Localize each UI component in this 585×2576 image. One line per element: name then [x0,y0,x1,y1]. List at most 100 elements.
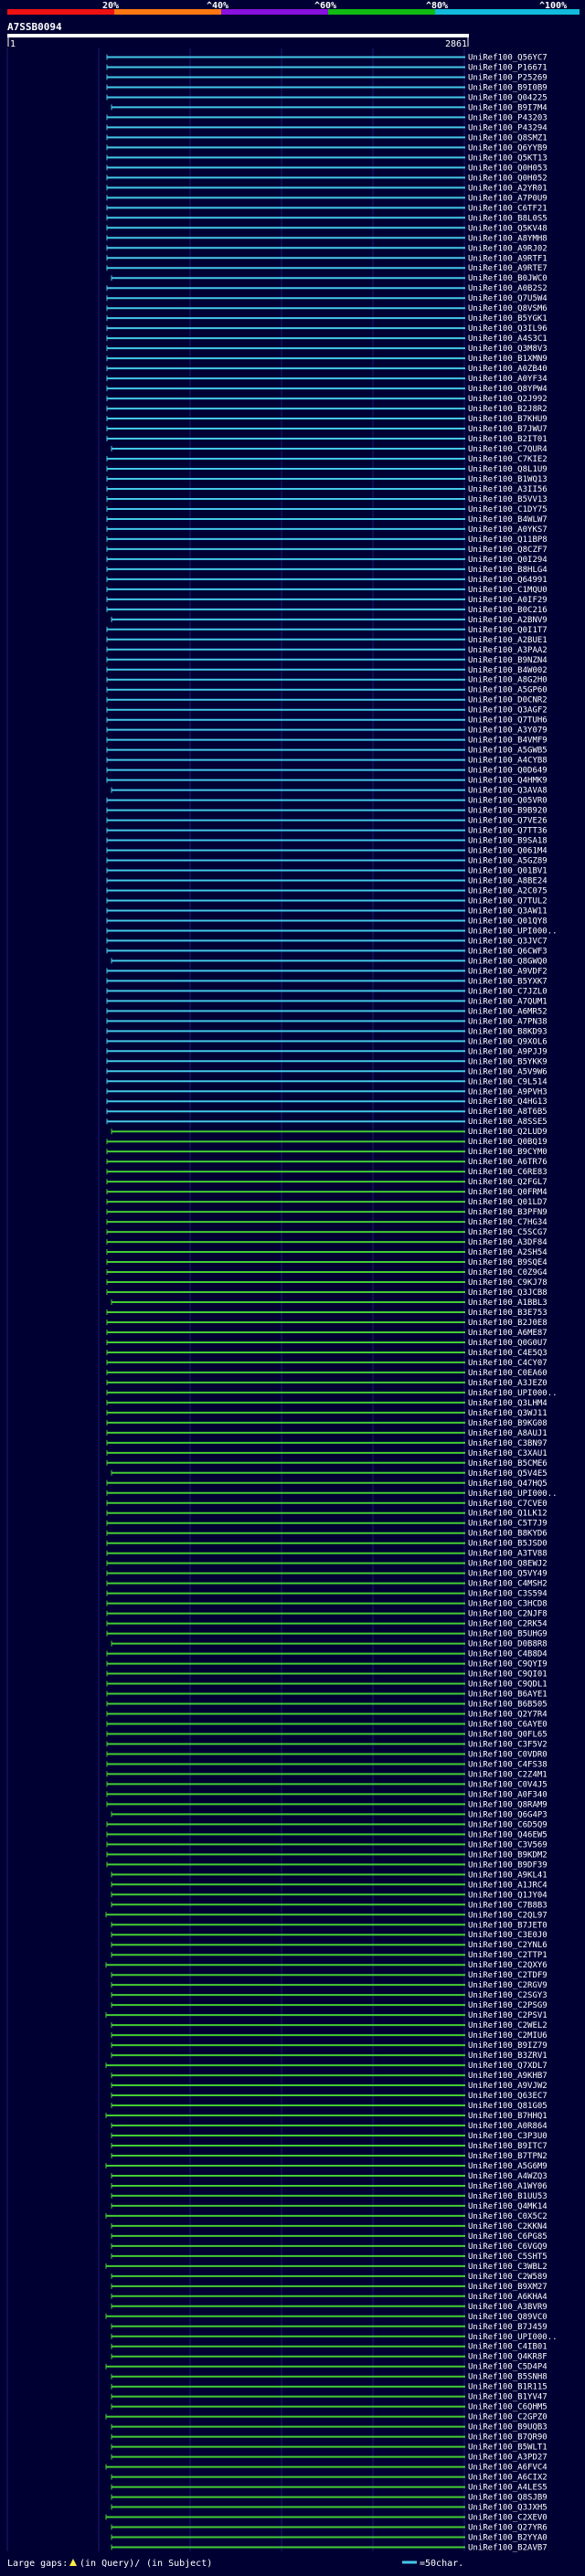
hit-label[interactable]: UniRef100_B2J8R2 [468,405,548,414]
hit-label[interactable]: UniRef100_Q2FGL7 [468,1178,548,1187]
hit-label[interactable]: UniRef100_B5SNH8 [468,2373,548,2382]
hit-label[interactable]: UniRef100_B9SA18 [468,837,548,846]
hit-label[interactable]: UniRef100_B2J0E8 [468,1319,548,1328]
hit-label[interactable]: UniRef100_A2C075 [468,886,548,896]
hit-label[interactable]: UniRef100_Q64991 [468,576,548,585]
hit-label[interactable]: UniRef100_P43203 [468,113,548,122]
hit-label[interactable]: UniRef100_Q8SMZ1 [468,133,548,143]
hit-label[interactable]: UniRef100_C3S594 [468,1590,548,1599]
hit-label[interactable]: UniRef100_A6KHA4 [468,2293,548,2302]
hit-label[interactable]: UniRef100_Q27YR6 [468,2524,548,2533]
hit-label[interactable]: UniRef100_Q6CWF3 [468,947,548,956]
hit-label[interactable]: UniRef100_B4W002 [468,666,548,675]
hit-label[interactable]: UniRef100_C2TDF9 [468,1971,548,1980]
hit-label[interactable]: UniRef100_Q3JVC7 [468,937,548,946]
hit-label[interactable]: UniRef100_Q2J992 [468,395,548,404]
hit-label[interactable]: UniRef100_B2IT01 [468,435,548,444]
hit-label[interactable]: UniRef100_B4VMF9 [468,737,548,746]
hit-label[interactable]: UniRef100_B5YXK7 [468,977,548,986]
hit-label[interactable]: UniRef100_Q3AW11 [468,906,548,916]
hit-label[interactable]: UniRef100_Q4HMK9 [468,777,548,786]
hit-label[interactable]: UniRef100_Q8RAM9 [468,1800,548,1809]
hit-label[interactable]: UniRef100_B7J459 [468,2323,548,2332]
hit-label[interactable]: UniRef100_Q3AGF2 [468,706,548,716]
hit-label[interactable]: UniRef100_C3P3U0 [468,2132,548,2141]
hit-label[interactable]: UniRef100_Q6G4P3 [468,1810,548,1819]
hit-label[interactable]: UniRef100_B3E753 [468,1309,548,1318]
hit-label[interactable]: UniRef100_B5VV13 [468,495,548,504]
hit-label[interactable]: UniRef100_A3JEZ0 [468,1379,548,1388]
hit-label[interactable]: UniRef100_B1YV47 [468,2393,548,2402]
hit-label[interactable]: UniRef100_Q0D649 [468,767,548,776]
hit-label[interactable]: UniRef100_C1DY75 [468,505,548,514]
hit-label[interactable]: UniRef100_A0B2S2 [468,284,548,293]
hit-label[interactable]: UniRef100_A4S3C1 [468,334,548,344]
hit-label[interactable]: UniRef100_Q0I1T7 [468,626,548,635]
hit-label[interactable]: UniRef100_A2YR01 [468,184,548,193]
hit-label[interactable]: UniRef100_B1XMN9 [468,355,548,364]
hit-label[interactable]: UniRef100_A9RJ02 [468,244,548,253]
hit-label[interactable]: UniRef100_C2SGY3 [468,1991,548,2000]
hit-label[interactable]: UniRef100_C2QXY6 [468,1961,548,1970]
hit-label[interactable]: UniRef100_Q0I294 [468,556,548,565]
hit-label[interactable]: UniRef100_A3PAA2 [468,646,548,655]
hit-label[interactable]: UniRef100_Q8CZF7 [468,546,548,555]
hit-label[interactable]: UniRef100_Q3JCB8 [468,1288,548,1298]
hit-label[interactable]: UniRef100_C0Z9G4 [468,1268,548,1277]
hit-label[interactable]: UniRef100_Q7U5W4 [468,294,548,303]
hit-label[interactable]: UniRef100_A3DF84 [468,1238,548,1247]
hit-label[interactable]: UniRef100_Q2Y7R4 [468,1711,548,1720]
hit-label[interactable]: UniRef100_A3TV88 [468,1550,548,1559]
hit-label[interactable]: UniRef100_B5CME6 [468,1459,548,1468]
hit-label[interactable]: UniRef100_C0EA60 [468,1369,548,1378]
hit-label[interactable]: UniRef100_B6B505 [468,1701,548,1710]
hit-label[interactable]: UniRef100_C2TTP1 [468,1951,548,1960]
hit-label[interactable]: UniRef100_UPI000.. [468,927,558,936]
hit-label[interactable]: UniRef100_A8BE24 [468,877,548,886]
hit-label[interactable]: UniRef100_C4IB01 [468,2343,548,2352]
hit-label[interactable]: UniRef100_Q5KV48 [468,224,548,233]
hit-label[interactable]: UniRef100_B1WQ13 [468,475,548,484]
hit-label[interactable]: UniRef100_B5WLT1 [468,2443,548,2453]
hit-label[interactable]: UniRef100_Q8YPW4 [468,385,548,394]
hit-label[interactable]: UniRef100_A4WZQ3 [468,2172,548,2181]
hit-label[interactable]: UniRef100_B8HLG4 [468,566,548,575]
hit-label[interactable]: UniRef100_A8AUJ1 [468,1429,548,1438]
hit-label[interactable]: UniRef100_Q3JXH5 [468,2504,548,2513]
hit-label[interactable]: UniRef100_A6CIX2 [468,2474,548,2483]
hit-label[interactable]: UniRef100_C7CVE0 [468,1500,548,1509]
hit-label[interactable]: UniRef100_A5G6M9 [468,2162,548,2171]
hit-label[interactable]: UniRef100_C6D5Q9 [468,1820,548,1829]
hit-label[interactable]: UniRef100_C5D4P4 [468,2363,548,2372]
hit-label[interactable]: UniRef100_C5SHT5 [468,2253,548,2262]
hit-label[interactable]: UniRef100_A9KHB7 [468,2072,548,2081]
hit-label[interactable]: UniRef100_C3WBL2 [468,2263,548,2272]
hit-label[interactable]: UniRef100_B9NZN4 [468,656,548,665]
hit-label[interactable]: UniRef100_P25269 [468,73,548,82]
hit-label[interactable]: UniRef100_C2MIU6 [468,2031,548,2041]
hit-label[interactable]: UniRef100_Q3AVA8 [468,787,548,796]
hit-label[interactable]: UniRef100_C7KIE2 [468,455,548,464]
hit-label[interactable]: UniRef100_A1JRC4 [468,1881,548,1890]
hit-label[interactable]: UniRef100_A5GP60 [468,686,548,695]
hit-label[interactable]: UniRef100_C3F5V2 [468,1740,548,1749]
hit-label[interactable]: UniRef100_C6AYE0 [468,1720,548,1729]
hit-label[interactable]: UniRef100_C4CY07 [468,1359,548,1368]
hit-label[interactable]: UniRef100_B9CYM0 [468,1148,548,1157]
hit-label[interactable]: UniRef100_A5GZ89 [468,857,548,866]
hit-label[interactable]: UniRef100_C9QI01 [468,1670,548,1680]
hit-label[interactable]: UniRef100_C6PG85 [468,2232,548,2242]
hit-label[interactable]: UniRef100_A5GWB5 [468,747,548,756]
hit-label[interactable]: UniRef100_A2SH54 [468,1248,548,1257]
hit-label[interactable]: UniRef100_Q3LHM4 [468,1399,548,1408]
hit-label[interactable]: UniRef100_B4WLW7 [468,515,548,525]
hit-label[interactable]: UniRef100_B7JET0 [468,1921,548,1930]
hit-label[interactable]: UniRef100_C2RK54 [468,1620,548,1629]
hit-label[interactable]: UniRef100_C0VDR0 [468,1750,548,1759]
hit-label[interactable]: UniRef100_Q0BQ19 [468,1138,548,1147]
hit-label[interactable]: UniRef100_B5UHG9 [468,1630,548,1639]
hit-label[interactable]: UniRef100_C2GPZ0 [468,2413,548,2422]
hit-label[interactable]: UniRef100_C5SCG7 [468,1228,548,1237]
hit-label[interactable]: UniRef100_A1WY06 [468,2182,548,2191]
hit-label[interactable]: UniRef100_B6AYE1 [468,1691,548,1700]
